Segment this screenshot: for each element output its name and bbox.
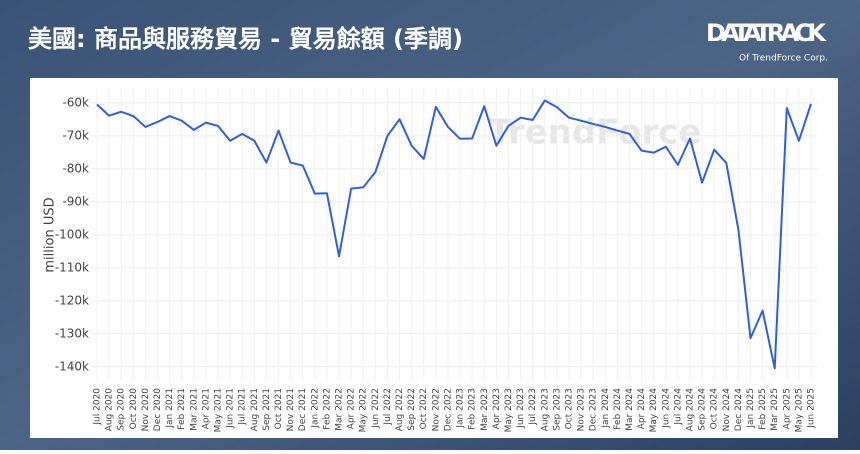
x-tick-label: Feb 2023 [468, 388, 478, 430]
x-tick-label: Aug 2023 [540, 388, 550, 431]
x-tick-label: Feb 2021 [177, 388, 187, 430]
x-tick-label: Feb 2025 [758, 388, 768, 430]
x-tick-label: Dec 2022 [443, 388, 453, 431]
x-tick-label: May 2023 [504, 388, 514, 432]
x-tick-label: Jun 2025 [807, 388, 817, 429]
x-tick-label: Jul 2020 [93, 388, 103, 426]
data-line [96, 99, 812, 370]
x-tick-label: Dec 2021 [298, 388, 308, 431]
x-tick-label: Jun 2022 [371, 388, 381, 429]
x-tick-label: Mar 2025 [770, 388, 780, 431]
x-tick-label: Aug 2024 [685, 388, 695, 432]
x-tick-label: Sep 2021 [262, 388, 272, 431]
x-tick-label: Nov 2022 [431, 388, 441, 431]
x-tick-label: Jan 2025 [746, 388, 756, 429]
x-tick-label: Apr 2024 [637, 388, 647, 430]
x-tick-label: Nov 2024 [722, 388, 732, 432]
x-tick-label: Jan 2021 [165, 388, 175, 429]
x-tick-label: Sep 2023 [552, 388, 562, 431]
x-tick-label: Oct 2024 [710, 388, 720, 430]
x-tick-label: Oct 2023 [564, 388, 574, 429]
x-tick-label: Aug 2020 [105, 388, 115, 432]
x-tick-label: Dec 2024 [734, 388, 744, 431]
y-tick-label: -70k [62, 128, 89, 142]
x-tick-label: Feb 2024 [613, 388, 623, 430]
x-tick-label: Aug 2021 [250, 388, 260, 431]
y-tick-label: -130k [55, 326, 89, 340]
x-tick-label: May 2021 [214, 388, 224, 432]
x-tick-label: Jul 2021 [238, 388, 248, 426]
x-tick-label: Jul 2022 [383, 388, 393, 426]
x-tick-label: Jul 2024 [673, 388, 683, 426]
x-tick-label: May 2022 [359, 388, 369, 432]
x-tick-label: Aug 2022 [395, 388, 405, 431]
y-tick-label: -90k [62, 194, 89, 208]
x-tick-label: Dec 2020 [153, 388, 163, 431]
brand-sub: Of TrendForce Corp. [739, 54, 828, 64]
y-tick-label: -120k [55, 293, 89, 307]
x-tick-label: Jul 2023 [528, 388, 538, 426]
x-tick-label: Jan 2023 [456, 388, 466, 429]
x-tick-label: Apr 2021 [201, 388, 211, 429]
x-tick-label: Apr 2023 [492, 388, 502, 429]
x-tick-label: Mar 2021 [189, 388, 199, 431]
x-tick-label: Jun 2023 [516, 388, 526, 429]
x-tick-label: Nov 2020 [141, 388, 151, 432]
y-tick-label: -100k [55, 227, 89, 241]
x-tick-label: Jun 2024 [661, 388, 671, 429]
chart-panel [30, 78, 838, 438]
x-tick-label: Sep 2024 [698, 388, 708, 431]
x-tick-label: May 2024 [649, 388, 659, 433]
x-tick-label: May 2025 [794, 388, 804, 432]
brand-name: DATATRACK [706, 19, 827, 47]
y-tick-label: -80k [62, 161, 89, 175]
x-tick-label: Oct 2021 [274, 388, 284, 429]
x-tick-label: Sep 2020 [117, 388, 127, 431]
x-tick-label: Nov 2023 [577, 388, 587, 431]
x-tick-label: Mar 2024 [625, 388, 635, 431]
x-tick-label: Nov 2021 [286, 388, 296, 431]
y-tick-label: -140k [55, 359, 89, 373]
y-tick-label: -60k [62, 95, 89, 109]
x-tick-label: Feb 2022 [322, 388, 332, 430]
x-tick-label: Apr 2025 [782, 388, 792, 429]
x-tick-label: Mar 2023 [480, 388, 490, 431]
x-tick-label: Apr 2022 [347, 388, 357, 429]
chart-title: 美國: 商品與服務貿易 - 貿易餘額 (季調) [28, 25, 463, 53]
x-tick-label: Mar 2022 [335, 388, 345, 431]
x-tick-label: Dec 2023 [589, 388, 599, 431]
x-tick-label: Jan 2024 [601, 388, 611, 429]
y-tick-label: -110k [55, 260, 89, 274]
x-tick-label: Sep 2022 [407, 388, 417, 431]
x-tick-label: Jan 2022 [310, 388, 320, 429]
x-tick-label: Oct 2020 [129, 388, 139, 430]
x-tick-label: Oct 2022 [419, 388, 429, 429]
y-axis-label: million USD [43, 197, 58, 272]
x-tick-label: Jun 2021 [226, 388, 236, 429]
